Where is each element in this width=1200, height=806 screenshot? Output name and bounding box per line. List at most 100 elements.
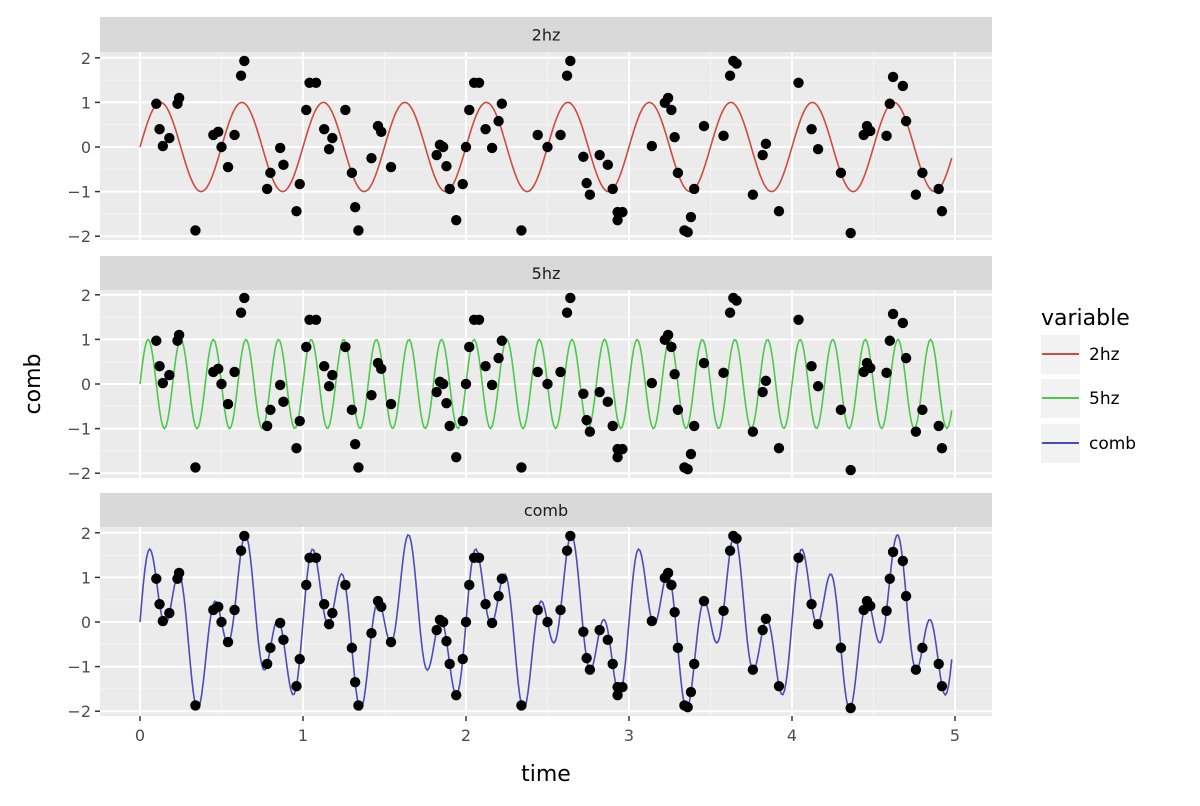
x-tick-label: 1: [298, 726, 308, 745]
data-point: [229, 129, 240, 141]
data-point: [261, 658, 273, 670]
y-tick-label: −2: [67, 702, 91, 721]
data-point: [594, 149, 605, 161]
data-point: [437, 616, 449, 628]
x-tick: 3: [624, 716, 634, 745]
data-point: [496, 573, 508, 584]
data-point: [884, 335, 895, 346]
y-tick-label: 0: [81, 138, 91, 157]
data-point: [594, 386, 605, 398]
data-point: [760, 613, 772, 625]
data-point: [451, 214, 462, 226]
data-point: [793, 552, 804, 563]
data-point: [323, 144, 335, 155]
data-point: [806, 123, 817, 135]
data-point: [274, 142, 286, 154]
scatter-points: [151, 55, 948, 239]
data-point: [516, 700, 527, 711]
data-point: [933, 183, 944, 195]
data-point: [437, 141, 449, 153]
data-point: [793, 77, 804, 88]
data-point: [235, 307, 247, 318]
data-point: [190, 462, 201, 473]
data-point: [431, 149, 442, 161]
data-point: [235, 545, 247, 556]
data-point: [646, 615, 658, 627]
data-point: [682, 701, 693, 713]
data-point: [747, 426, 759, 437]
data-point: [366, 389, 377, 401]
data-point: [451, 451, 462, 463]
data-point: [607, 183, 618, 195]
data-point: [865, 125, 876, 137]
data-point: [806, 598, 817, 610]
data-point: [222, 636, 234, 648]
data-point: [773, 443, 785, 454]
y-axis: 2 1 0 −1 −2: [67, 286, 100, 483]
data-point: [718, 367, 729, 379]
data-point: [164, 369, 175, 381]
legend-item-5hz[interactable]: 5hz: [1041, 379, 1120, 418]
data-point: [578, 626, 589, 638]
data-point: [666, 341, 677, 353]
legend-item-comb[interactable]: comb: [1041, 424, 1136, 463]
data-point: [617, 206, 628, 218]
data-point: [532, 604, 543, 616]
data-point: [157, 615, 169, 627]
data-point: [229, 366, 240, 378]
data-point: [910, 664, 922, 675]
legend-item-2hz[interactable]: 2hz: [1041, 335, 1120, 374]
data-point: [460, 141, 472, 153]
y-tick-label: 1: [81, 330, 91, 349]
data-point: [318, 123, 330, 135]
data-point: [584, 426, 596, 437]
data-point: [385, 398, 397, 410]
y-tick-label: 2: [81, 286, 91, 305]
data-point: [887, 71, 899, 83]
data-point: [900, 352, 912, 364]
x-tick: 4: [787, 716, 797, 745]
data-point: [936, 206, 948, 217]
data-point: [747, 664, 759, 675]
data-point: [349, 439, 361, 450]
y-tick-label: 0: [81, 375, 91, 394]
data-point: [612, 451, 623, 463]
data-point: [457, 178, 468, 190]
data-point: [301, 104, 312, 116]
data-point: [216, 616, 227, 628]
x-axis: 0 1 2 3 4 5: [135, 716, 960, 745]
data-point: [884, 98, 895, 109]
data-point: [154, 598, 165, 610]
data-point: [473, 552, 485, 563]
data-point: [555, 366, 566, 378]
data-point: [757, 624, 768, 636]
x-tick: 5: [950, 716, 960, 745]
data-point: [493, 115, 504, 127]
data-point: [151, 335, 162, 346]
data-point: [473, 314, 485, 325]
y-axis: 2 1 0 −1 −2: [67, 49, 100, 246]
data-point: [561, 70, 573, 81]
data-point: [173, 329, 185, 341]
data-point: [565, 55, 576, 67]
data-point: [757, 386, 768, 398]
data-point: [444, 420, 455, 432]
data-point: [578, 151, 589, 163]
data-point: [612, 689, 623, 701]
data-point: [229, 604, 240, 616]
data-point: [493, 590, 504, 602]
x-tick: 2: [461, 716, 471, 745]
data-point: [301, 341, 312, 353]
data-point: [291, 206, 302, 217]
data-point: [936, 681, 948, 692]
data-point: [542, 378, 553, 390]
x-tick: 1: [298, 716, 308, 745]
data-point: [473, 77, 485, 88]
data-point: [646, 377, 658, 389]
data-point: [731, 295, 742, 306]
data-point: [689, 420, 700, 432]
data-point: [602, 634, 614, 646]
data-point: [222, 398, 234, 410]
data-point: [441, 397, 452, 409]
data-point: [581, 414, 592, 426]
